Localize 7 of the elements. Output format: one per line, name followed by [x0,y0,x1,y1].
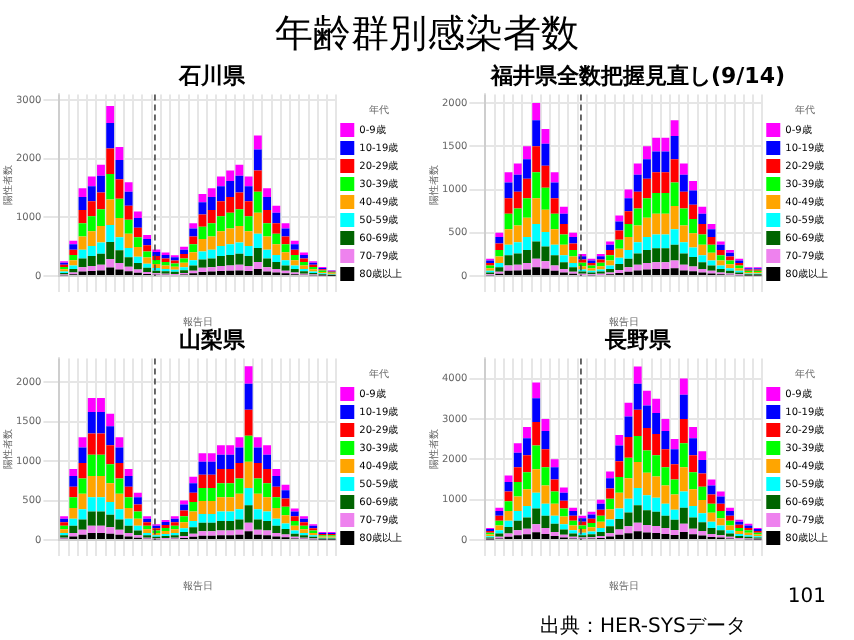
chart-title: 山梨県 [179,326,247,353]
chart-title: 福井県全数把握見直し(9/14) [488,62,786,89]
text: 101 [787,586,826,608]
source-note: 出典：HER-SYSデータ [540,613,746,640]
text: 年齢群別感染者数 [273,12,581,56]
chart-title: 長野県 [603,326,673,353]
chart-title: 石川県 [177,62,247,89]
